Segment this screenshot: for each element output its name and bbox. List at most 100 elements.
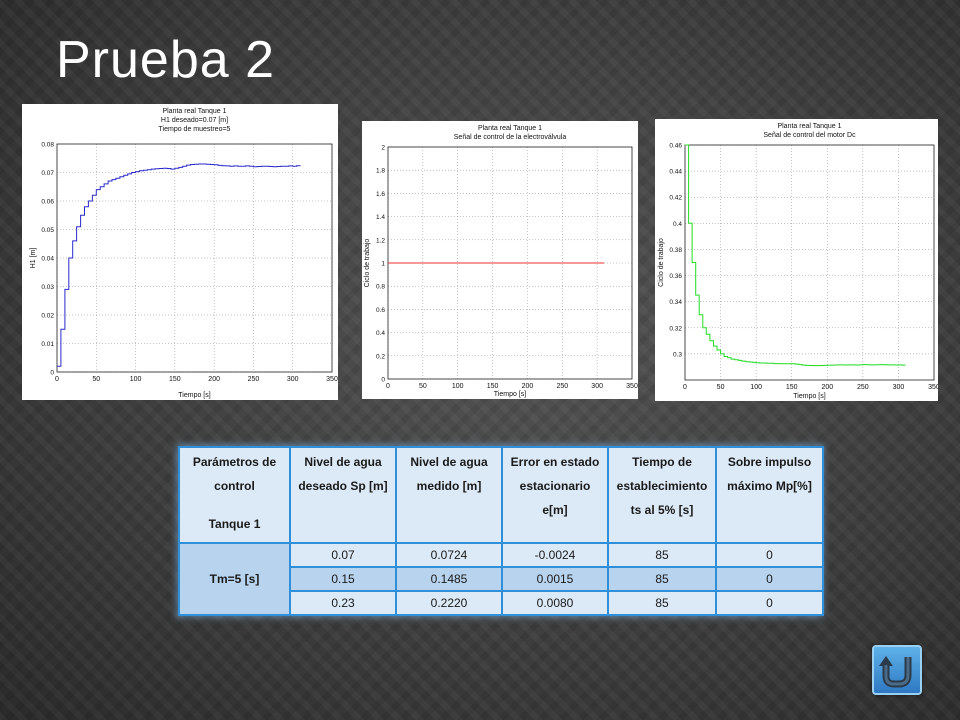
x-tick-label: 350	[326, 376, 338, 383]
table-cell: -0.0024	[501, 542, 609, 568]
x-tick-label: 0	[386, 383, 390, 390]
chart-title-line: Tiempo de muestreo=5	[159, 126, 231, 133]
x-tick-label: 100	[750, 384, 762, 391]
chart-title-line: H1 deseado=0.07 [m]	[161, 117, 228, 124]
y-tick-label: 0.8	[376, 284, 385, 291]
y-tick-label: 0.03	[41, 284, 54, 291]
parameters-table-wrapper: Parámetros de control Tanque 1 Nivel de …	[178, 446, 824, 616]
x-tick-label: 100	[130, 376, 142, 383]
y-tick-label: 0.42	[669, 195, 682, 202]
chart-title-line: Señal de control del motor Dc	[763, 132, 856, 139]
table-cell: 0.0015	[501, 566, 609, 592]
table-cell: 85	[607, 542, 717, 568]
table-cell: 0	[715, 542, 824, 568]
table-cell: 0.1485	[395, 566, 503, 592]
x-tick-label: 350	[626, 383, 638, 390]
y-tick-label: 0.07	[41, 170, 54, 177]
y-tick-label: 0.2	[376, 353, 385, 360]
x-tick-label: 0	[55, 376, 59, 383]
chart-title-line: Planta real Tanque 1	[777, 123, 841, 130]
y-tick-label: 1.8	[376, 168, 385, 175]
header-subtext: Tanque 1	[208, 517, 261, 531]
y-tick-label: 0.32	[669, 325, 682, 332]
x-tick-label: 150	[169, 376, 181, 383]
plot-motor-control: Planta real Tanque 1 Señal de control del…	[655, 119, 938, 401]
table-cell: 0.2220	[395, 590, 503, 616]
plot-area	[56, 143, 333, 373]
chart-svg: Planta real Tanque 1 Señal de control del…	[658, 123, 938, 400]
y-tick-label: 0.01	[41, 341, 54, 348]
table-cell: 0.0080	[501, 590, 609, 616]
y-tick-label: 0.34	[669, 299, 682, 306]
y-tick-label: 1	[381, 261, 385, 268]
x-axis-label: Tiempo [s]	[793, 393, 825, 400]
header-setpoint: Nivel de agua deseado Sp [m]	[289, 446, 397, 544]
y-tick-label: 1.2	[376, 237, 385, 244]
x-tick-label: 50	[419, 383, 427, 390]
x-axis-label: Tiempo [s]	[494, 391, 526, 398]
table-row: 0.15 0.1485 0.0015 85 0	[179, 566, 824, 592]
chart-title-line: Señal de control de la electroválvula	[454, 134, 567, 141]
x-tick-label: 0	[683, 384, 687, 391]
y-tick-label: 0.3	[673, 351, 682, 358]
table-cell: 85	[607, 590, 717, 616]
parameters-table: Parámetros de control Tanque 1 Nivel de …	[178, 446, 824, 616]
y-tick-label: 0.05	[41, 227, 54, 234]
header-measured: Nivel de agua medido [m]	[395, 446, 503, 544]
table-header-row: Parámetros de control Tanque 1 Nivel de …	[178, 446, 824, 544]
table-row: 0.23 0.2220 0.0080 85 0	[179, 590, 824, 616]
plot-valve-control: Planta real Tanque 1 Señal de control de …	[362, 121, 638, 399]
x-tick-label: 50	[92, 376, 100, 383]
header-settling-time: Tiempo de establecimiento ts al 5% [s]	[607, 446, 717, 544]
y-tick-label: 0.36	[669, 273, 682, 280]
table-cell: 0.23	[289, 590, 397, 616]
y-axis-label: H1 [m]	[30, 248, 37, 269]
table-cell: 0.15	[289, 566, 397, 592]
y-axis-label: Ciclo de trabajo	[658, 238, 665, 287]
series-line	[685, 144, 906, 367]
chart-title-line: Planta real Tanque 1	[162, 108, 226, 115]
x-tick-label: 300	[893, 384, 905, 391]
y-tick-label: 0.46	[669, 143, 682, 150]
y-tick-label: 0.06	[41, 199, 54, 206]
x-tick-label: 250	[857, 384, 869, 391]
x-tick-label: 300	[287, 376, 299, 383]
y-tick-label: 1.6	[376, 191, 385, 198]
y-tick-label: 0.38	[669, 247, 682, 254]
return-button[interactable]	[872, 645, 922, 695]
header-text: Parámetros de control	[192, 455, 277, 493]
x-tick-label: 200	[821, 384, 833, 391]
header-overshoot: Sobre impulso máximo Mp[%]	[715, 446, 824, 544]
x-tick-label: 250	[248, 376, 260, 383]
header-control-params: Parámetros de control Tanque 1	[178, 446, 291, 544]
plot-tank-level: Planta real Tanque 1 H1 deseado=0.07 [m] T…	[22, 104, 338, 400]
x-tick-label: 100	[452, 383, 464, 390]
chart-title-line: Planta real Tanque 1	[478, 125, 542, 132]
y-tick-label: 0.44	[669, 169, 682, 176]
y-tick-label: 0.4	[673, 221, 682, 228]
table-row: Tm=5 [s] 0.07 0.0724 -0.0024 85 0	[178, 542, 824, 616]
x-tick-label: 200	[522, 383, 534, 390]
x-tick-label: 250	[556, 383, 568, 390]
x-tick-label: 50	[717, 384, 725, 391]
x-axis-label: Tiempo [s]	[178, 392, 210, 399]
table-cell: 0	[715, 566, 824, 592]
table-cell: 0.0724	[395, 542, 503, 568]
y-tick-label: 0	[381, 377, 385, 384]
x-tick-label: 350	[928, 384, 938, 391]
table-cell: 85	[607, 566, 717, 592]
y-tick-label: 0.4	[376, 330, 385, 337]
plot-area	[684, 144, 935, 381]
series-line	[57, 163, 301, 367]
sampling-time-cell: Tm=5 [s]	[178, 542, 291, 616]
x-tick-label: 300	[591, 383, 603, 390]
return-arrow-icon	[879, 656, 912, 688]
x-tick-label: 200	[208, 376, 220, 383]
y-tick-label: 1.4	[376, 214, 385, 221]
x-tick-label: 150	[487, 383, 499, 390]
y-tick-label: 0.6	[376, 307, 385, 314]
y-tick-label: 0.02	[41, 313, 54, 320]
y-tick-label: 0	[50, 370, 54, 377]
chart-svg: Planta real Tanque 1 H1 deseado=0.07 [m] T…	[30, 108, 338, 399]
y-tick-label: 2	[381, 145, 385, 152]
